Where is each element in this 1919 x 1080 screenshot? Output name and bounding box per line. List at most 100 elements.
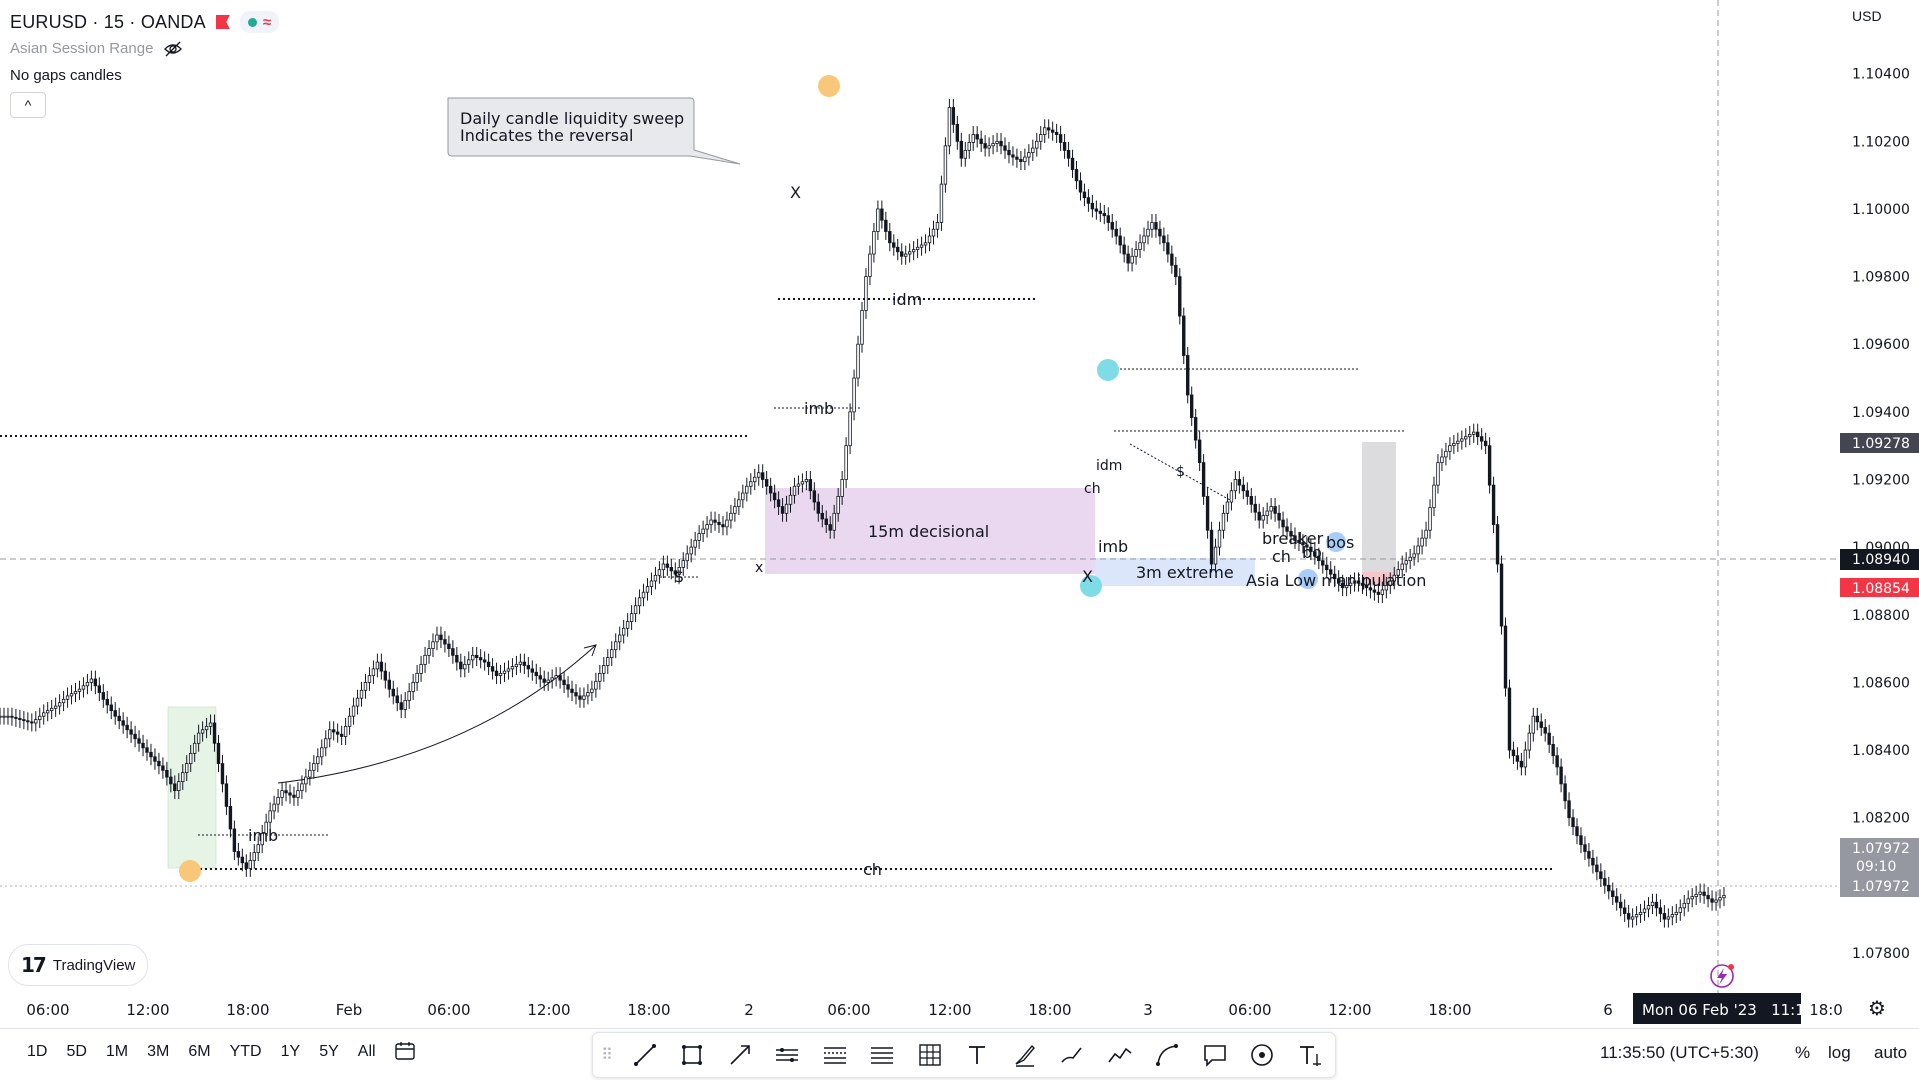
collapse-legend-button[interactable]: ^ (10, 92, 46, 118)
clock-timezone[interactable]: 11:35:50 (UTC+5:30) (1600, 1043, 1759, 1062)
time-tick-2: 18:00 (226, 1001, 269, 1019)
time-tick-1: 12:00 (126, 1001, 169, 1019)
market-open-icon (247, 17, 257, 27)
anchored-text-icon[interactable] (1286, 1033, 1334, 1077)
candle-body (331, 729, 336, 733)
label-asia: Asia Low manipulation (1246, 571, 1426, 590)
curve-icon[interactable] (1144, 1033, 1192, 1077)
sweep-marker-top[interactable] (818, 75, 840, 97)
candle-body (1626, 913, 1631, 920)
callout-icon[interactable] (1191, 1033, 1239, 1077)
eye-hidden-icon[interactable] (163, 41, 183, 57)
candle-body (73, 691, 78, 695)
candle-body (959, 140, 964, 159)
candle-body (121, 720, 125, 726)
text-icon[interactable] (954, 1033, 1002, 1077)
path-icon[interactable] (1096, 1033, 1144, 1077)
flag-icon[interactable] (215, 15, 230, 29)
tradingview-logo[interactable]: 17 TradingView (8, 944, 149, 986)
settings-gear-icon[interactable]: ⚙ (1868, 998, 1886, 1020)
candle-body (1213, 546, 1218, 565)
drag-handle-icon[interactable]: ⠿ (601, 1047, 613, 1064)
wave-icon: ≈ (262, 13, 272, 31)
candle-body (347, 715, 352, 727)
candle-body (1642, 908, 1647, 913)
range-1d[interactable]: 1D (27, 1043, 48, 1060)
callout-bubble[interactable] (447, 97, 741, 165)
range-1y[interactable]: 1Y (280, 1043, 301, 1060)
cyan-marker-low[interactable] (1080, 575, 1102, 597)
range-1m[interactable]: 1M (105, 1043, 129, 1060)
candle-body (828, 524, 832, 531)
cyan-marker-bo[interactable] (1298, 569, 1318, 589)
percent-scale-toggle[interactable]: % (1795, 1043, 1811, 1062)
candle-body (578, 695, 582, 700)
range-5d[interactable]: 5D (66, 1043, 87, 1060)
parallel-channel-icon[interactable] (764, 1033, 812, 1077)
candle-body (77, 688, 82, 692)
sweep-marker-low[interactable] (179, 860, 201, 882)
indicator-asian-session[interactable]: Asian Session Range (10, 40, 154, 57)
range-6m[interactable]: 6M (188, 1043, 211, 1060)
range-5y[interactable]: 5Y (319, 1043, 339, 1060)
indicator-no-gaps[interactable]: No gaps candles (10, 67, 122, 84)
drawing-toolbar: ⠿ (592, 1032, 1336, 1078)
candle-body (1110, 222, 1114, 230)
candle-body (1237, 479, 1242, 486)
price-axis[interactable]: 1.10400 1.10200 1.10000 1.09800 1.09600 1.094… (1852, 67, 1910, 962)
fib-retracement-icon[interactable] (811, 1033, 859, 1077)
range-ytd[interactable]: YTD (229, 1043, 262, 1060)
rectangle-icon[interactable] (669, 1033, 717, 1077)
candle-body (713, 519, 717, 523)
candle-body (1317, 555, 1321, 562)
date-range-icon[interactable] (394, 1041, 416, 1061)
projection-arrow[interactable] (277, 644, 597, 784)
eye-icon[interactable] (1239, 1033, 1287, 1077)
candle-body (1698, 891, 1702, 895)
candle-body (1491, 484, 1496, 525)
arrow-icon[interactable] (716, 1033, 764, 1077)
market-status-pill[interactable]: ≈ (239, 11, 280, 33)
candle-body (1062, 142, 1067, 151)
candle-body (621, 627, 626, 636)
cyan-marker-bos[interactable] (1326, 532, 1346, 552)
label-ch2: ch (1084, 481, 1101, 497)
range-3m[interactable]: 3M (147, 1043, 170, 1060)
candle-body (1396, 569, 1400, 576)
candle-body (900, 251, 904, 257)
candle-body (300, 783, 304, 792)
candle-body (903, 253, 908, 257)
fib-extension-icon[interactable] (859, 1033, 907, 1077)
range-all[interactable]: All (357, 1043, 376, 1060)
candle-body (999, 140, 1003, 147)
projection-arrowhead (583, 644, 597, 657)
candle-body (689, 546, 693, 555)
candle-body (1495, 524, 1500, 565)
currency-label[interactable]: USD (1852, 8, 1882, 24)
candle-body (34, 719, 38, 724)
symbol-title[interactable]: EURUSD · 15 · OANDA (10, 11, 206, 32)
trend-line-icon[interactable] (621, 1033, 669, 1077)
candle-body (1571, 817, 1575, 828)
price-tick-8: 1.08800 (1852, 608, 1910, 624)
highlighter-icon[interactable] (1049, 1033, 1097, 1077)
extreme-zone[interactable] (1095, 558, 1255, 586)
grid-icon[interactable] (906, 1033, 954, 1077)
candle-body (1479, 436, 1484, 442)
log-scale-toggle[interactable]: log (1828, 1043, 1851, 1062)
candle-body (447, 643, 451, 649)
replay-lightning-icon[interactable] (1710, 964, 1734, 988)
auto-scale-toggle[interactable]: auto (1874, 1043, 1908, 1062)
candle-body (1309, 546, 1313, 553)
time-axis[interactable]: 06:00 12:00 18:00 Feb 06:00 12:00 18:00 2 06:00 1… (26, 1001, 1842, 1019)
candle-body (248, 860, 252, 869)
brush-icon[interactable] (1001, 1033, 1049, 1077)
price-tick-4: 1.09600 (1852, 337, 1910, 353)
candle-body (637, 597, 642, 607)
candle-body (1424, 529, 1428, 539)
sloped-liquidity-line[interactable] (1129, 443, 1231, 501)
candle-body (1615, 896, 1619, 903)
cyan-marker-high[interactable] (1097, 359, 1119, 381)
manipulation-zone[interactable] (1362, 442, 1396, 586)
